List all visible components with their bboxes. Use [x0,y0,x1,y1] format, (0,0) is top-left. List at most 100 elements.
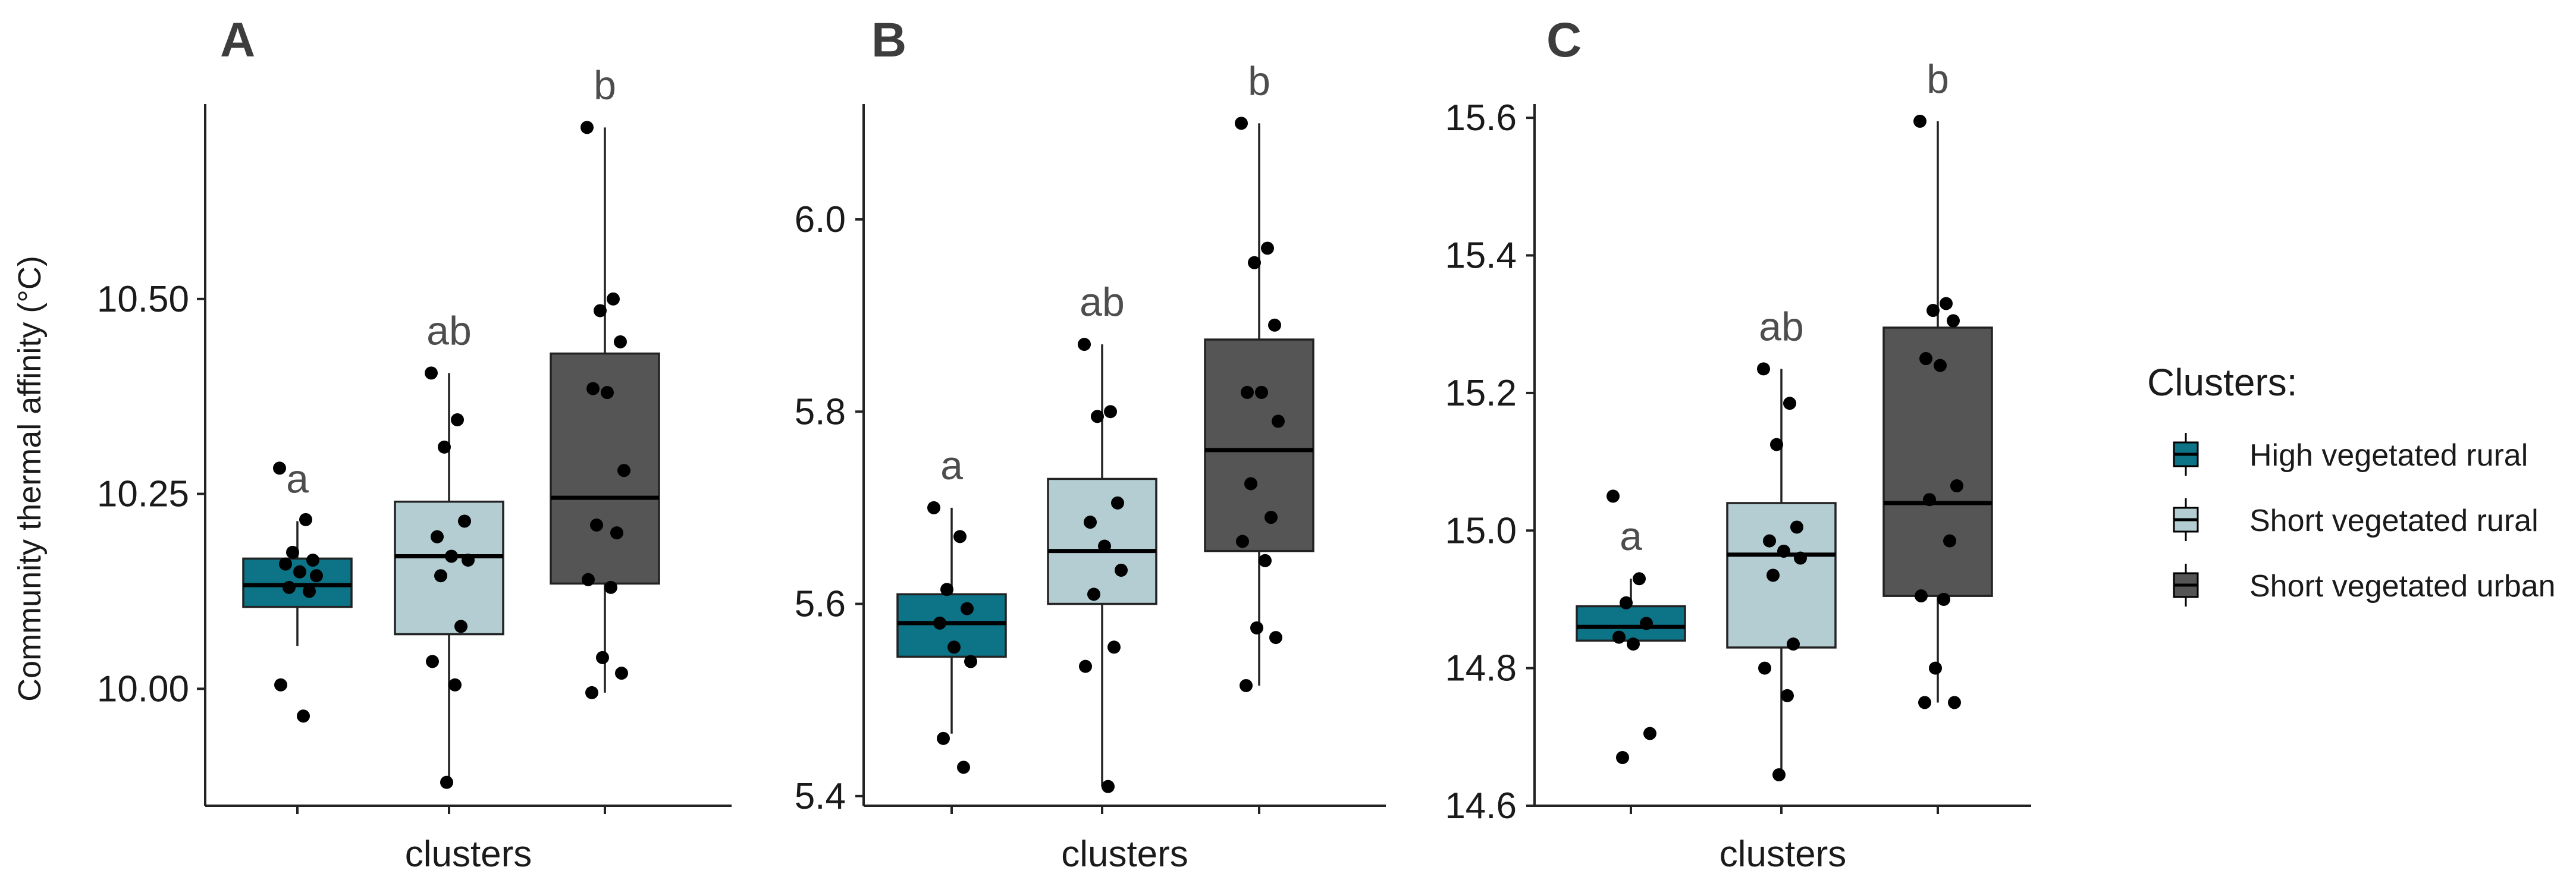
data-point [1758,661,1771,675]
data-point [451,413,464,426]
panel-b-box-high-vegetated-rural: a [896,443,1007,774]
data-point [1111,496,1124,510]
significance-letter: b [1248,58,1270,103]
panel-c: C 14.6 14.8 15.0 15.2 15.4 15.6 clusters a ab b [1445,13,2031,875]
data-point [1244,477,1257,491]
data-point [1240,678,1253,692]
significance-letter: a [940,443,963,488]
data-point [1640,617,1653,630]
panel-a-letter: A [220,13,255,67]
data-point [601,386,614,400]
box-iqr [1882,326,1993,597]
legend-label-1: High vegetated rural [2249,438,2528,473]
box-iqr [394,500,504,636]
panel-b-box-short-vegetated-urban: b [1204,58,1314,692]
panel-b-x-label: clusters [1061,834,1188,875]
panel-b: B 5.4 5.6 5.8 6.0 clusters a ab b [795,13,1386,875]
data-point [1950,479,1963,493]
data-point [1102,780,1115,793]
data-point [1078,338,1091,351]
data-point [1091,410,1104,423]
data-point [1913,114,1926,128]
panel-a-y-label: Community thermal affinity (°C) [12,256,48,702]
data-point [1098,539,1111,553]
data-point [299,513,312,526]
data-point [953,530,967,543]
data-point [1633,572,1646,586]
data-point [1620,596,1633,609]
data-point [1643,727,1656,740]
significance-letter: b [1926,56,1949,102]
data-point [1923,493,1936,507]
data-point [964,655,977,668]
data-point [590,519,603,532]
panel-a-y-tick-label: 10.25 [97,474,189,515]
panels: A 10.00 10.25 10.50 clusters Community therma… [12,13,2031,875]
panel-b-y-tick-label: 5.4 [795,776,846,817]
legend: Clusters: High vegetated rural Short veg… [2147,361,2556,607]
data-point [462,554,475,567]
data-point [1763,534,1776,548]
data-point [426,655,439,668]
legend-label-2: Short vegetated rural [2249,504,2539,538]
data-point [610,526,623,540]
data-point [1607,489,1620,503]
data-point [1241,385,1254,399]
data-point [1767,568,1780,582]
significance-letter: ab [426,308,472,353]
data-point [596,651,609,664]
data-point [1115,563,1128,577]
data-point [615,667,628,680]
panel-b-y-tick-label: 6.0 [795,199,846,240]
data-point [1919,352,1932,366]
data-point [1255,385,1268,399]
panel-c-y-tick-label: 15.2 [1445,373,1517,414]
data-point [957,761,970,774]
data-point [1087,587,1100,601]
data-point [293,565,306,579]
data-point [440,775,453,789]
data-point [961,602,974,615]
panel-a-y-tick-label: 10.50 [97,279,189,320]
legend-item-short-vegetated-rural: Short vegetated rural [2173,498,2539,541]
significance-letter: a [1620,514,1642,559]
panel-a-box-high-vegetated-rural: a [242,456,353,723]
data-point [274,678,287,692]
data-point [425,366,438,380]
data-point [458,514,471,528]
data-point [1236,535,1249,548]
data-point [438,440,451,454]
panel-c-x-label: clusters [1720,834,1847,875]
data-point [1926,304,1940,318]
data-point [1248,256,1261,269]
panel-c-y-tick-label: 15.6 [1445,98,1517,139]
data-point [445,549,458,563]
box-iqr [896,593,1007,658]
data-point [279,557,292,571]
panel-c-y-tick-label: 15.4 [1445,235,1517,277]
data-point [1268,318,1281,332]
panel-c-box-short-vegetated-rural: ab [1726,304,1837,781]
data-point [286,545,299,559]
data-point [454,620,467,633]
data-point [1107,640,1121,654]
data-point [1269,631,1282,645]
data-point [1794,551,1807,565]
data-point [1943,534,1956,548]
panel-b-letter: B [871,13,906,67]
data-point [1261,241,1274,255]
data-point [1084,516,1097,529]
data-point [1772,768,1786,781]
data-point [1790,520,1803,534]
panel-c-y-tick-label: 14.6 [1445,786,1517,827]
data-point [1781,689,1794,702]
data-point [1265,511,1278,524]
panel-a-y-tick-label: 10.00 [97,668,189,709]
data-point [947,640,961,654]
data-point [1259,554,1272,567]
data-point [937,731,950,745]
data-point [303,585,316,598]
data-point [1770,438,1783,451]
legend-title: Clusters: [2147,361,2298,404]
